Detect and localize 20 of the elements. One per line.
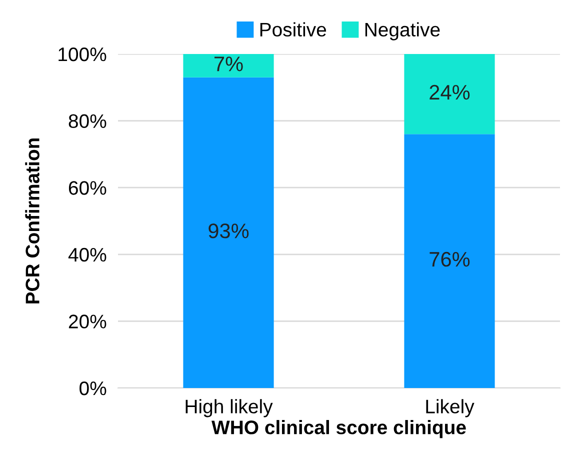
y-tick-label: 80% — [68, 114, 106, 128]
y-tick-label: 100% — [58, 47, 106, 62]
data-label: 24% — [430, 84, 470, 100]
bar — [183, 77, 274, 388]
y-tick-label: 0% — [80, 381, 106, 396]
x-tick-label: Likely — [426, 399, 474, 418]
data-label: 76% — [430, 252, 470, 267]
y-tick-label: 40% — [68, 248, 106, 262]
y-axis-title: PCR Confirmation — [25, 138, 40, 304]
x-axis-title: WHO clinical score clinique — [212, 420, 466, 438]
data-label: 93% — [208, 224, 249, 238]
bar — [404, 134, 495, 388]
bar — [183, 54, 274, 78]
data-label: 7% — [214, 56, 243, 72]
x-tick-label: High likely — [186, 399, 273, 418]
y-tick-label: 20% — [68, 314, 106, 328]
y-tick-label: 60% — [68, 181, 106, 195]
legend-label: Negative — [365, 22, 440, 40]
legend-label: Positive — [260, 22, 326, 37]
bar — [404, 54, 495, 134]
